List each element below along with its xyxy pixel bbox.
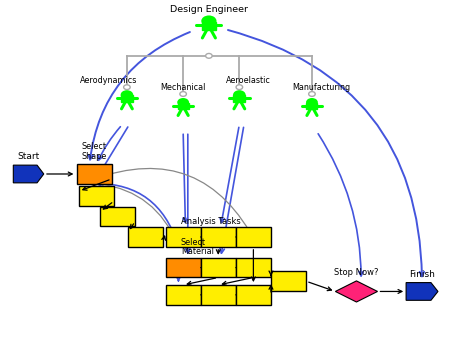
Circle shape bbox=[201, 16, 217, 26]
Circle shape bbox=[306, 98, 318, 107]
Bar bbox=[234, 95, 245, 102]
Text: Manufacturing: Manufacturing bbox=[292, 83, 350, 92]
Polygon shape bbox=[336, 281, 377, 302]
Circle shape bbox=[233, 90, 246, 99]
Bar bbox=[236, 227, 271, 247]
Text: Stop Now?: Stop Now? bbox=[334, 268, 379, 277]
Bar bbox=[79, 186, 114, 206]
Circle shape bbox=[180, 92, 186, 96]
Bar bbox=[165, 227, 201, 247]
Text: Aeroelastic: Aeroelastic bbox=[226, 76, 271, 85]
Circle shape bbox=[309, 92, 315, 96]
Text: Select
Shape: Select Shape bbox=[82, 142, 107, 161]
Bar bbox=[100, 207, 135, 227]
Bar bbox=[165, 285, 201, 305]
Text: Finish: Finish bbox=[409, 270, 435, 279]
Bar bbox=[165, 258, 201, 278]
Bar bbox=[201, 258, 236, 278]
Bar bbox=[271, 271, 306, 291]
Bar bbox=[307, 103, 318, 109]
Bar bbox=[178, 103, 189, 109]
Bar bbox=[201, 227, 236, 247]
Circle shape bbox=[236, 85, 243, 90]
Bar bbox=[236, 285, 271, 305]
Polygon shape bbox=[13, 165, 44, 183]
Bar bbox=[128, 227, 163, 247]
Text: Mechanical: Mechanical bbox=[160, 83, 206, 92]
Circle shape bbox=[177, 98, 189, 107]
Circle shape bbox=[120, 90, 133, 99]
Text: Select
Material: Select Material bbox=[181, 238, 214, 256]
Bar bbox=[121, 95, 133, 102]
Text: Aerodynamics: Aerodynamics bbox=[80, 76, 137, 85]
Bar bbox=[201, 285, 236, 305]
Polygon shape bbox=[406, 282, 438, 300]
Text: Analysis Tasks: Analysis Tasks bbox=[181, 217, 240, 226]
Bar bbox=[236, 258, 271, 278]
Text: Start: Start bbox=[18, 152, 40, 161]
Text: Design Engineer: Design Engineer bbox=[170, 5, 248, 14]
Bar bbox=[202, 22, 216, 30]
Circle shape bbox=[124, 85, 130, 90]
Circle shape bbox=[206, 53, 212, 58]
Bar bbox=[77, 164, 112, 184]
